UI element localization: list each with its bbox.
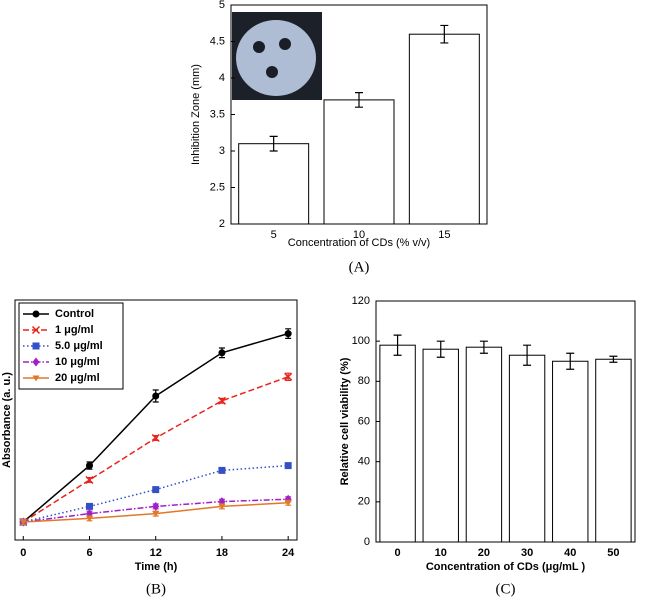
marker bbox=[152, 486, 160, 494]
axis-caption: (C) bbox=[496, 581, 516, 597]
bar bbox=[552, 360, 589, 543]
legend-label: 5.0 μg/ml bbox=[55, 340, 103, 352]
bar bbox=[508, 354, 546, 543]
marker bbox=[86, 502, 94, 510]
y-tick-label: 2 bbox=[219, 218, 225, 230]
error-bar bbox=[609, 355, 618, 363]
bar bbox=[238, 143, 310, 225]
error-bar bbox=[523, 344, 532, 366]
error-bar bbox=[566, 352, 575, 370]
marker bbox=[86, 462, 94, 470]
bar bbox=[422, 348, 459, 543]
plot-frame bbox=[230, 4, 488, 225]
marker bbox=[19, 519, 27, 526]
marker bbox=[218, 466, 226, 474]
y-tick-label: 3 bbox=[219, 145, 225, 157]
bar bbox=[408, 33, 480, 225]
marker bbox=[284, 372, 293, 381]
marker bbox=[284, 500, 292, 507]
legend-marker bbox=[32, 357, 40, 367]
y-tick-label: 120 bbox=[352, 295, 370, 307]
marker bbox=[152, 501, 160, 511]
x-tick-label: 24 bbox=[282, 547, 295, 559]
marker bbox=[151, 433, 160, 443]
y-tick-label: 4.5 bbox=[210, 35, 225, 47]
y-tick-label: 80 bbox=[358, 375, 370, 387]
marker bbox=[284, 462, 292, 470]
y-tick-label: 60 bbox=[358, 415, 370, 427]
bar bbox=[323, 99, 395, 225]
legend: Control 1 μg/ml 5.0 μg/ml 10 μg/ml 20 μg/ml bbox=[18, 302, 124, 390]
marker bbox=[152, 392, 160, 400]
y-tick-label: 4 bbox=[219, 72, 225, 84]
x-tick-label: 18 bbox=[216, 547, 228, 559]
x-tick-label: 15 bbox=[438, 229, 450, 241]
error-bar bbox=[436, 340, 445, 358]
y-tick-label: 3.5 bbox=[210, 108, 225, 120]
y-tick-label: 40 bbox=[358, 456, 370, 468]
marker bbox=[152, 511, 160, 518]
marker bbox=[218, 349, 226, 357]
series-line bbox=[23, 498, 289, 523]
x-tick-label: 0 bbox=[395, 547, 401, 559]
y-axis-label: Inhibition Zone (mm) bbox=[190, 64, 202, 165]
x-tick-label: 6 bbox=[86, 547, 92, 559]
error-bar bbox=[393, 334, 402, 356]
x-tick-label: 10 bbox=[435, 547, 447, 559]
y-tick-label: 2.5 bbox=[210, 181, 225, 193]
x-tick-label: 50 bbox=[607, 547, 619, 559]
x-tick-label: 40 bbox=[564, 547, 576, 559]
x-axis-label: Time (h) bbox=[135, 561, 178, 573]
inset-photo bbox=[232, 12, 322, 100]
y-tick-label: 0 bbox=[364, 536, 370, 548]
legend-marker bbox=[32, 375, 40, 382]
bar bbox=[379, 344, 416, 543]
plot-frame bbox=[14, 299, 298, 541]
x-tick-label: 5 bbox=[271, 229, 277, 241]
bar bbox=[595, 358, 632, 543]
y-axis-label: Relative cell viability (%) bbox=[339, 357, 351, 485]
x-tick-label: 12 bbox=[150, 547, 162, 559]
y-tick-label: 5 bbox=[219, 0, 225, 11]
legend-marker bbox=[31, 325, 41, 335]
marker bbox=[218, 503, 226, 510]
legend-marker bbox=[32, 310, 40, 318]
axis-caption: (B) bbox=[146, 581, 166, 597]
legend-label: 1 μg/ml bbox=[55, 324, 94, 336]
legend-label: 10 μg/ml bbox=[55, 356, 100, 368]
marker bbox=[85, 475, 94, 485]
error-bar bbox=[440, 24, 449, 44]
x-axis-label: Concentration of CDs (% v/v) bbox=[288, 237, 430, 249]
x-tick-label: 20 bbox=[478, 547, 490, 559]
x-tick-label: 0 bbox=[20, 547, 26, 559]
axis-caption: (A) bbox=[349, 259, 370, 275]
marker bbox=[86, 515, 94, 522]
x-tick-label: 10 bbox=[353, 229, 365, 241]
legend-label: 20 μg/ml bbox=[55, 372, 100, 384]
error-bar bbox=[269, 135, 278, 152]
marker bbox=[217, 396, 226, 405]
x-tick-label: 30 bbox=[521, 547, 533, 559]
error-bar bbox=[355, 92, 363, 108]
y-tick-label: 100 bbox=[352, 335, 370, 347]
bar bbox=[465, 346, 503, 543]
x-axis-label: Concentration of CDs (μg/mL ) bbox=[426, 561, 586, 573]
plot-frame bbox=[375, 300, 636, 543]
legend-label: Control bbox=[55, 308, 94, 320]
legend-marker bbox=[32, 342, 40, 350]
marker bbox=[284, 330, 292, 338]
y-tick-label: 20 bbox=[358, 496, 370, 508]
error-bar bbox=[479, 340, 488, 354]
y-axis-label: Absorbance (a. u.) bbox=[1, 372, 13, 468]
